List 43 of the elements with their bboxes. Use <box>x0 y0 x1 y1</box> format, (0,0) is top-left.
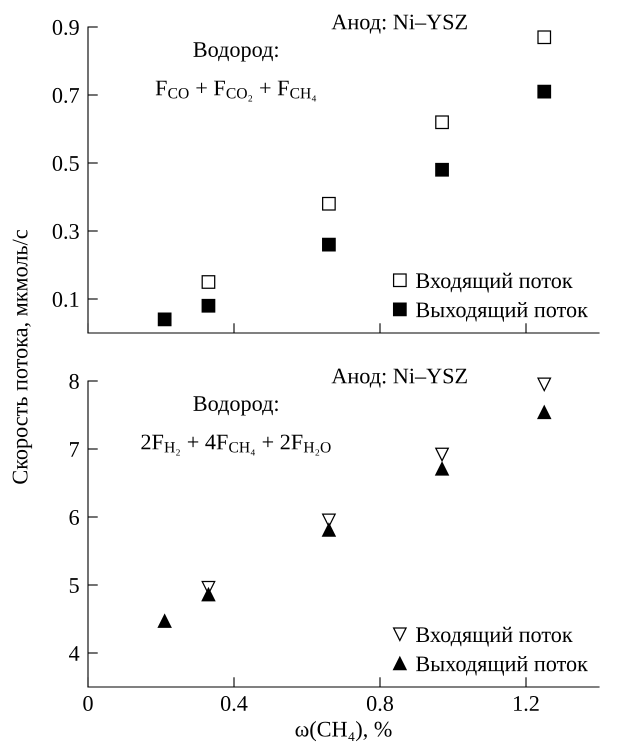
point <box>435 162 449 177</box>
y-tick-label: 5 <box>70 578 79 593</box>
point <box>537 84 552 98</box>
point <box>435 115 449 130</box>
x-tick-label: 0 <box>83 696 93 711</box>
y-tick-label: 4 <box>68 646 80 661</box>
y-tick-label: 0.1 <box>52 292 78 308</box>
point <box>158 614 172 628</box>
point <box>158 312 172 326</box>
point <box>202 588 216 602</box>
y-tick-label: 7 <box>70 442 80 457</box>
point <box>322 238 336 252</box>
legend-label: Входящий поток <box>416 626 573 647</box>
point <box>537 30 552 44</box>
point <box>537 405 552 420</box>
legend-label: Выходящий поток <box>416 302 588 322</box>
y-tick-label: 8 <box>69 374 79 389</box>
legend-label: Входящий поток <box>416 272 573 293</box>
y-tick-label: 0.3 <box>52 224 79 240</box>
legend-label: Выходящий поток <box>416 656 588 676</box>
x-tick-label: 0.4 <box>220 696 248 712</box>
point <box>537 378 552 392</box>
annotation: Анод: Ni–YSZ <box>332 14 467 34</box>
annotation: Анод: Ni–YSZ <box>332 368 467 388</box>
annotation: Водород: <box>193 42 278 62</box>
y-axis-title: Скорость потока, мкмоль/с <box>12 230 32 484</box>
y-tick-label: 0.7 <box>52 88 80 104</box>
point <box>202 275 216 289</box>
y-tick-label: 6 <box>70 510 80 525</box>
point <box>435 462 449 476</box>
y-tick-label: 0.5 <box>52 156 79 172</box>
point <box>435 448 449 462</box>
x-tick-label: 0.8 <box>366 696 394 712</box>
point <box>202 298 216 313</box>
x-tick-label: 1.2 <box>514 696 539 712</box>
annotation: F$_{CO}$ + F$_{CO₂}$ + F$_{CH₄}$ <box>156 80 316 102</box>
y-tick-label: 0.9 <box>52 20 79 36</box>
annotation: 2F$_{H₂}$ + 4F$_{CH₄}$ + 2F$_{H₂O}$ <box>141 434 331 456</box>
point <box>322 514 336 528</box>
point <box>322 196 336 211</box>
annotation: Водород: <box>193 396 278 416</box>
point <box>322 523 336 537</box>
x-axis-title: ω(CH₄), % <box>296 721 392 742</box>
